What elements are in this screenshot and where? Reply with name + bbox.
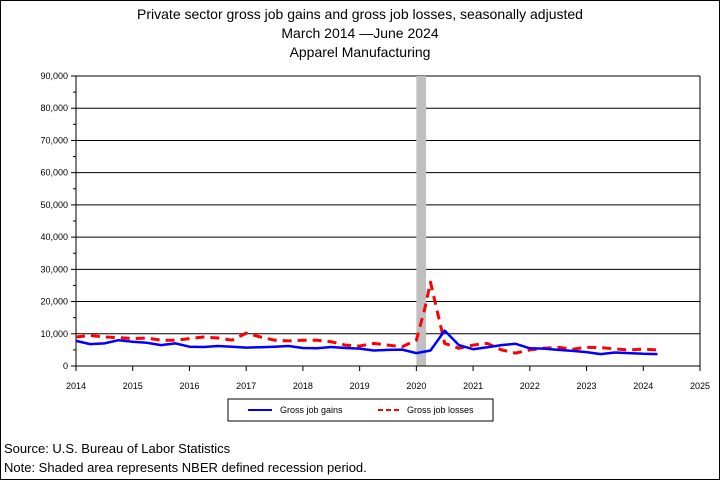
series-group [75, 280, 658, 356]
y-tick-label: 80,000 [40, 103, 68, 113]
x-tick-label: 2016 [179, 381, 199, 391]
y-tick-label: 30,000 [40, 264, 68, 274]
axes: 0 10,000 20,000 30,000 40,000 50,000 60,000 70,… [40, 71, 710, 391]
legend-box [227, 398, 494, 422]
x-tick-label: 2023 [577, 381, 597, 391]
x-tick-label: 2021 [463, 381, 483, 391]
y-tick-label: 10,000 [40, 329, 68, 339]
x-tick-label: 2014 [66, 381, 86, 391]
x-tick-label: 2024 [633, 381, 653, 391]
y-tick-label: 50,000 [40, 200, 68, 210]
x-tick-label: 2022 [520, 381, 540, 391]
y-tick-label: 40,000 [40, 232, 68, 242]
series-line-gross-job-losses [75, 280, 658, 355]
recession-band [416, 76, 427, 366]
y-tick-label: 90,000 [40, 71, 68, 81]
series-line-gross-job-gains [75, 329, 658, 356]
grid-lines [76, 75, 700, 367]
recession-band-group [416, 76, 427, 366]
x-tick-label: 2017 [236, 381, 256, 391]
recession-note: Note: Shaded area represents NBER define… [4, 460, 367, 475]
legend: Gross job gains Gross job losses [227, 398, 494, 422]
y-tick-label: 0 [63, 361, 68, 371]
x-tick-label: 2025 [690, 381, 710, 391]
x-tick-label: 2018 [293, 381, 313, 391]
x-tick-label: 2019 [350, 381, 370, 391]
source-note: Source: U.S. Bureau of Labor Statistics [4, 441, 231, 456]
chart-subtitle-industry: Apparel Manufacturing [289, 44, 431, 60]
chart-title: Private sector gross job gains and gross… [137, 6, 583, 22]
y-tick-label: 60,000 [40, 168, 68, 178]
y-tick-label: 70,000 [40, 135, 68, 145]
x-tick-label: 2020 [406, 381, 426, 391]
legend-label-losses: Gross job losses [407, 405, 474, 415]
chart-subtitle: March 2014 —June 2024 [281, 25, 439, 41]
legend-label-gains: Gross job gains [280, 405, 343, 415]
y-tick-label: 20,000 [40, 297, 68, 307]
x-tick-label: 2015 [123, 381, 143, 391]
